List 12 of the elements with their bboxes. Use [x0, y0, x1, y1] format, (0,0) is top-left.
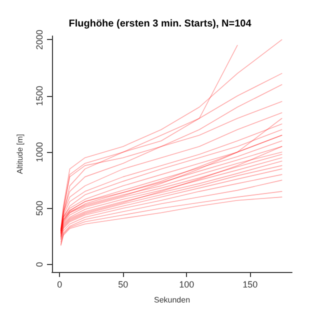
x-tick-label: 0 [57, 280, 62, 290]
y-tick-label: 500 [34, 200, 44, 216]
y-tick-label: 0 [34, 262, 44, 267]
y-tick-label: 1000 [34, 142, 44, 162]
x-axis-title: Sekunden [154, 296, 190, 304]
x-tick-label: 50 [118, 280, 128, 290]
y-axis-title: Altitude [m] [16, 134, 24, 174]
y-tick-label: 1500 [34, 86, 44, 106]
x-tick-label: 150 [242, 280, 258, 290]
x-tick-label: 100 [179, 280, 194, 290]
chart-title: Flughöhe (ersten 3 min. Starts), N=104 [68, 18, 252, 30]
y-tick-label: 2000 [34, 30, 44, 50]
